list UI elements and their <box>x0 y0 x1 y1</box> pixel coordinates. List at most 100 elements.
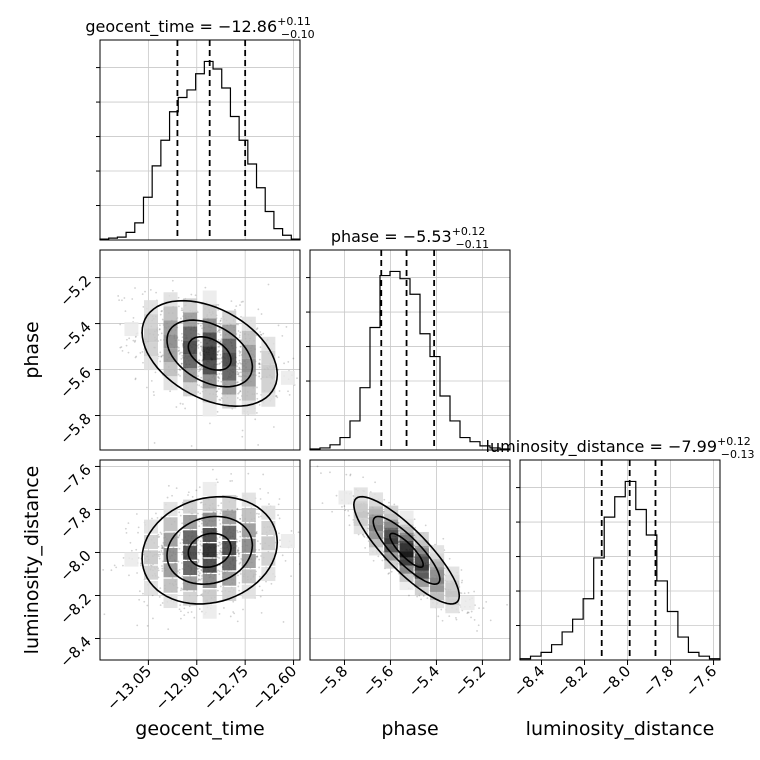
sample-point <box>110 569 113 572</box>
sample-point <box>157 576 160 579</box>
sample-point <box>229 615 232 618</box>
sample-point <box>232 611 235 613</box>
sample-point <box>198 520 201 523</box>
density-cell <box>261 505 276 520</box>
sample-point <box>233 612 236 615</box>
density-cell <box>202 402 217 417</box>
sample-point <box>177 373 180 376</box>
sample-point <box>179 531 181 534</box>
density-cell <box>338 490 353 505</box>
sample-point <box>190 611 193 613</box>
sample-point <box>259 487 262 490</box>
sample-point <box>161 545 164 548</box>
sample-point <box>199 501 202 504</box>
sample-point <box>473 590 476 593</box>
sample-point <box>506 603 508 606</box>
sample-point <box>151 517 153 520</box>
sample-point <box>184 407 187 410</box>
sample-point <box>219 334 222 336</box>
density-cell <box>163 594 178 609</box>
sample-point <box>236 549 239 552</box>
sample-point <box>220 551 223 554</box>
sample-point <box>198 339 200 342</box>
density-cell <box>202 574 217 589</box>
sample-point <box>256 327 259 330</box>
contour-line <box>187 336 232 371</box>
sample-point <box>236 371 239 373</box>
sample-point <box>335 494 338 497</box>
density-cell <box>202 332 217 347</box>
contour-line <box>352 495 461 605</box>
sample-point <box>364 547 367 549</box>
sample-point <box>220 372 223 375</box>
sample-point <box>377 555 380 558</box>
sample-point <box>267 491 270 494</box>
sample-point <box>160 355 163 358</box>
sample-point <box>238 334 241 337</box>
sample-point <box>239 573 242 575</box>
sample-point <box>178 305 180 308</box>
sample-point <box>216 553 219 556</box>
sample-point <box>181 307 183 310</box>
sample-point <box>129 541 132 544</box>
density-cell <box>124 322 139 337</box>
sample-point <box>237 373 240 376</box>
sample-point <box>238 336 241 339</box>
sample-point <box>237 555 240 558</box>
sample-point <box>239 535 242 538</box>
sample-point <box>159 604 162 606</box>
contour-line <box>187 532 232 568</box>
sample-point <box>180 357 183 360</box>
sample-point <box>239 371 242 374</box>
sample-point <box>113 564 116 567</box>
density-cell <box>261 364 276 379</box>
sample-point <box>460 569 463 571</box>
sample-point <box>127 522 130 525</box>
sample-point <box>470 616 472 619</box>
sample-point <box>161 546 164 549</box>
sample-point <box>159 351 162 354</box>
density-cell <box>222 366 237 381</box>
sample-point <box>198 525 201 528</box>
sample-point <box>238 361 241 364</box>
sample-point <box>459 604 461 606</box>
sample-point <box>142 361 144 364</box>
sample-point <box>236 620 239 623</box>
sample-point <box>200 522 203 525</box>
sample-point <box>202 572 205 575</box>
sample-point <box>188 605 191 608</box>
sample-point <box>220 397 223 399</box>
sample-point <box>329 471 331 474</box>
sample-point <box>426 597 429 600</box>
sample-point <box>161 565 163 567</box>
panel-frame <box>99 249 301 451</box>
contour-line <box>166 515 254 586</box>
sample-point <box>218 357 221 360</box>
sample-point <box>424 524 427 527</box>
sample-point <box>195 544 198 547</box>
sample-point <box>135 548 138 551</box>
sample-point <box>217 376 219 378</box>
density-cell <box>202 558 217 573</box>
sample-point <box>216 556 219 559</box>
sample-point <box>181 354 184 357</box>
sample-point <box>217 330 219 333</box>
sample-point <box>239 530 241 533</box>
sample-point <box>98 556 100 558</box>
sample-point <box>181 538 184 541</box>
density-cell <box>183 312 198 327</box>
sample-point <box>198 359 201 362</box>
sample-point <box>162 560 164 563</box>
x-tick-label: −5.8 <box>313 662 351 700</box>
sample-point <box>254 418 257 421</box>
sample-point <box>284 559 287 562</box>
density-cell <box>163 292 178 307</box>
sample-point <box>240 301 243 303</box>
sample-point <box>238 562 241 565</box>
sample-point <box>160 544 163 547</box>
sample-point <box>200 376 203 379</box>
x-tick-label: −13.05 <box>103 662 155 714</box>
sample-point <box>153 394 155 396</box>
density-cell <box>124 552 139 567</box>
sample-point <box>255 530 258 533</box>
